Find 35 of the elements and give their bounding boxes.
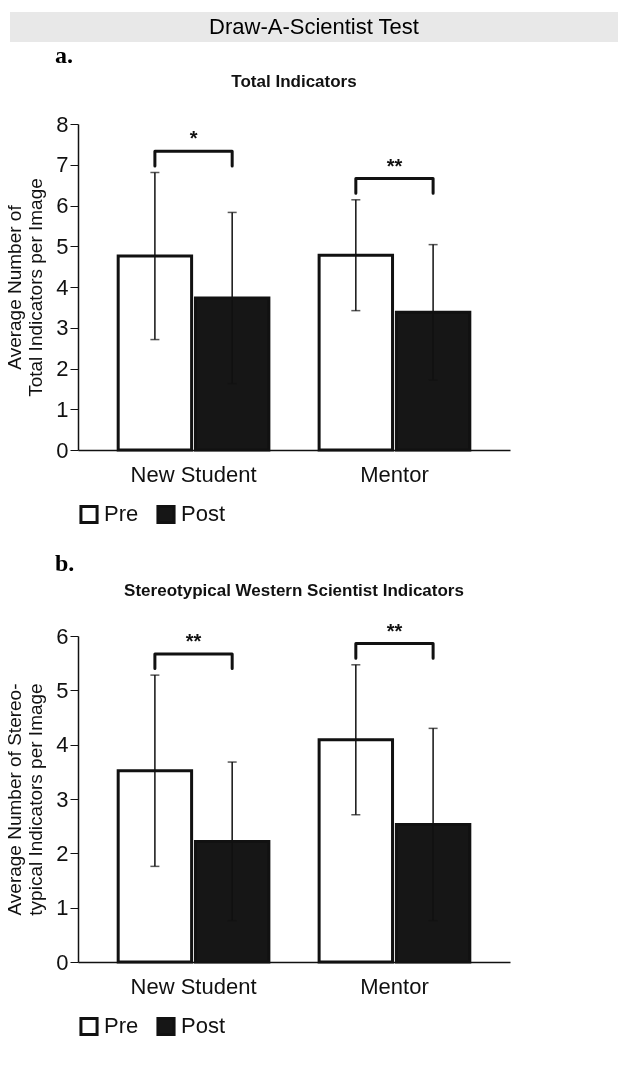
y-tick-label: 4 [56,274,69,300]
y-tick-label: 5 [56,233,69,259]
x-tick-label: New Student [130,461,257,487]
y-tick-label: 2 [56,840,69,866]
chart-title: Total Indicators [231,72,357,91]
y-tick-label: 3 [56,786,69,812]
y-tick-label: 3 [56,315,69,341]
x-tick-label: Mentor [360,461,429,487]
y-tick-label: 6 [56,193,69,218]
y-tick-label: 7 [56,152,69,178]
annotation: ** [386,154,403,177]
chart-title: Stereotypical Western Scientist Indicators [124,580,464,600]
y-tick-label: 1 [56,895,69,921]
y-tick-label: 8 [56,111,69,137]
y-tick-label: 0 [56,949,69,975]
y-tick-label: 2 [56,356,69,381]
x-tick-label: New Student [130,973,257,999]
annotation: ** [185,629,202,652]
text: Draw-A-Scientist Test [10,12,618,42]
legend-label: Post [181,1013,226,1039]
y-tick-label: 0 [56,437,69,463]
annotation: ** [386,619,403,642]
y-tick-label: 1 [56,396,69,422]
y-tick-label: 6 [56,623,69,649]
y-axis-title: Average Number of Total Indicators per Image [4,178,47,397]
x-tick-label: Mentor [360,973,429,999]
y-axis-title: Average Number of Stereo- typical Indicators per Image [4,683,47,916]
y-tick-label: 4 [56,732,69,758]
y-tick-label: 5 [56,677,69,703]
text: b. [55,550,76,576]
legend-label: Pre [104,501,139,527]
annotation: * [189,127,198,150]
legend-label: Post [181,501,226,527]
text: a. [55,42,74,68]
legend-label: Pre [104,1013,139,1039]
